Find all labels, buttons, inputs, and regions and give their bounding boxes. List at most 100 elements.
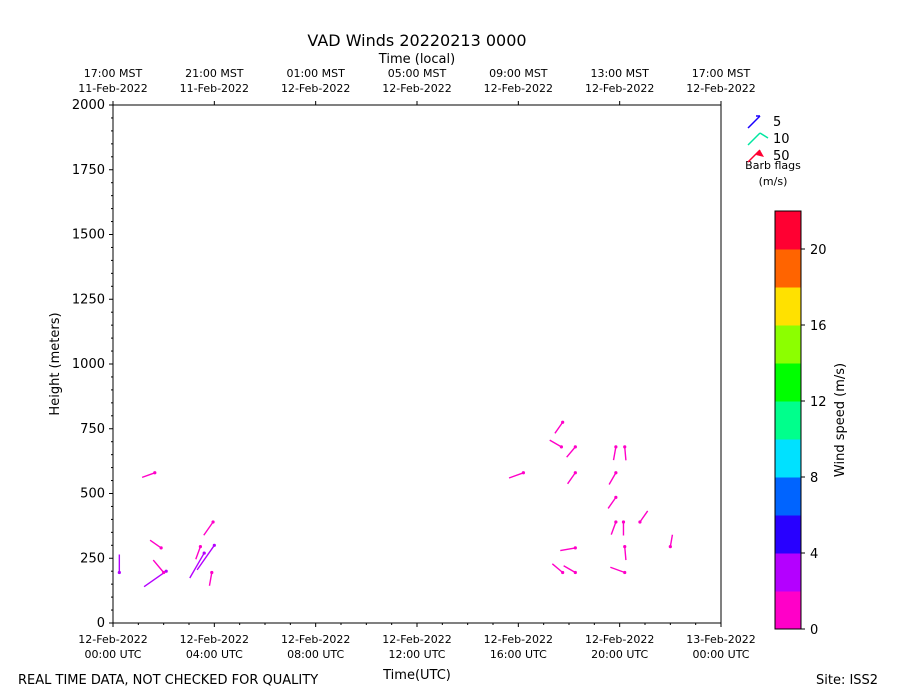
x-tick-label-top: 17:00 MST 12-Feb-2022 bbox=[686, 67, 755, 95]
wind-barb-station bbox=[153, 471, 157, 475]
wind-barb-station bbox=[614, 520, 618, 524]
wind-barb bbox=[149, 539, 163, 550]
wind-barb-station bbox=[573, 445, 577, 449]
wind-barb bbox=[612, 445, 618, 461]
wind-barb-station bbox=[164, 569, 168, 573]
wind-barb bbox=[567, 471, 577, 485]
colorbar-segment bbox=[775, 553, 801, 592]
wind-barb-station bbox=[623, 445, 627, 449]
y-tick-label: 1250 bbox=[72, 292, 105, 307]
x-tick-label-local-date: 12-Feb-2022 bbox=[484, 82, 553, 95]
wind-barb-shaft bbox=[610, 521, 617, 535]
x-tick-label-top: 13:00 MST 12-Feb-2022 bbox=[585, 67, 654, 95]
wind-barb-shaft bbox=[196, 544, 215, 571]
colorbar-tick-label: 8 bbox=[810, 471, 818, 486]
x-tick-label-bottom: 12-Feb-2022 08:00 UTC bbox=[281, 633, 350, 661]
wind-barb-station bbox=[621, 520, 626, 524]
legend-barb-flag bbox=[756, 150, 764, 157]
wind-barb-station bbox=[521, 471, 526, 475]
wind-barb-station bbox=[614, 471, 618, 475]
x-tick-label-local-date: 11-Feb-2022 bbox=[180, 82, 249, 95]
wind-barb-station bbox=[573, 570, 577, 575]
wind-barb-shaft bbox=[612, 446, 617, 461]
x-tick-label-time: 16:00 UTC bbox=[490, 648, 547, 661]
wind-barb-shaft bbox=[208, 572, 213, 586]
colorbar-tick-label: 4 bbox=[810, 547, 818, 562]
x-tick-label-local-time: 05:00 MST bbox=[388, 67, 447, 80]
wind-barb-station bbox=[623, 570, 627, 575]
wind-barb bbox=[196, 543, 216, 571]
wind-barb bbox=[203, 520, 215, 536]
wind-barb-station bbox=[559, 445, 564, 449]
colorbar-segment bbox=[775, 249, 801, 288]
wind-barb-station bbox=[573, 471, 577, 475]
wind-barb bbox=[621, 520, 626, 536]
wind-barb-shaft bbox=[143, 570, 167, 588]
x-tick-label-local-time: 13:00 MST bbox=[590, 67, 649, 80]
wind-barb-shaft bbox=[624, 446, 627, 461]
wind-barb bbox=[551, 563, 565, 575]
x-tick-label-bottom: 13-Feb-2022 00:00 UTC bbox=[686, 633, 755, 661]
wind-barb bbox=[143, 569, 168, 588]
x-tick-label-time: 12:00 UTC bbox=[388, 648, 445, 661]
x-tick-label-local-time: 09:00 MST bbox=[489, 67, 548, 80]
wind-barb bbox=[560, 546, 577, 552]
legend-label: 10 bbox=[773, 132, 790, 147]
wind-barb-shaft bbox=[149, 539, 162, 549]
x-tick-label-date: 12-Feb-2022 bbox=[78, 633, 147, 646]
wind-barb-station bbox=[614, 445, 618, 449]
wind-barb-station bbox=[159, 546, 163, 550]
wind-barb-station bbox=[210, 570, 214, 575]
colorbar-segment bbox=[775, 477, 801, 516]
colorbar-label: Wind speed (m/s) bbox=[833, 363, 848, 477]
wind-barb-shaft bbox=[195, 546, 202, 560]
wind-barb-shaft bbox=[563, 565, 576, 574]
wind-barb-station bbox=[668, 544, 672, 549]
wind-barb-station bbox=[202, 551, 206, 555]
wind-barb bbox=[152, 559, 166, 575]
x-tick-label-date: 12-Feb-2022 bbox=[585, 633, 654, 646]
colorbar-segment bbox=[775, 287, 801, 326]
wind-barb bbox=[610, 566, 627, 575]
x-tick-label-local-date: 11-Feb-2022 bbox=[78, 82, 147, 95]
x-tick-label-date: 13-Feb-2022 bbox=[686, 633, 755, 646]
colorbar-segment bbox=[775, 439, 801, 478]
legend-item: 10 bbox=[747, 132, 790, 147]
wind-barb-station bbox=[198, 544, 202, 549]
legend-barb-icon bbox=[747, 132, 761, 146]
legend-barb-tick bbox=[759, 132, 769, 139]
colorbar-segment bbox=[775, 401, 801, 440]
plot-area bbox=[112, 104, 722, 624]
x-tick-label-top: 17:00 MST 11-Feb-2022 bbox=[78, 67, 147, 95]
wind-barb-shaft bbox=[567, 472, 576, 485]
colorbar-tick-label: 16 bbox=[810, 319, 827, 334]
y-tick-label: 1500 bbox=[72, 228, 105, 243]
y-tick-label: 2000 bbox=[72, 98, 105, 113]
y-tick-label: 1750 bbox=[72, 163, 105, 178]
wind-barb-shaft bbox=[508, 472, 524, 479]
wind-barb-shaft bbox=[152, 559, 165, 573]
legend-item: 50 bbox=[747, 149, 790, 164]
y-tick-label: 250 bbox=[80, 551, 105, 566]
site-label: Site: ISS2 bbox=[816, 673, 879, 688]
wind-barb-shaft bbox=[608, 472, 617, 485]
wind-barb bbox=[607, 495, 618, 509]
wind-barb-station bbox=[117, 570, 121, 575]
y-tick-label: 0 bbox=[97, 616, 105, 631]
colorbar-segment bbox=[775, 325, 801, 364]
x-tick-label-time: 00:00 UTC bbox=[692, 648, 749, 661]
wind-barb bbox=[554, 420, 565, 434]
wind-barb-station bbox=[573, 546, 577, 550]
x-tick-label-date: 12-Feb-2022 bbox=[484, 633, 553, 646]
x-tick-label-time: 20:00 UTC bbox=[591, 648, 648, 661]
wind-barb bbox=[141, 471, 157, 479]
x-tick-label-bottom: 12-Feb-2022 00:00 UTC bbox=[78, 633, 147, 661]
x-tick-label-time: 00:00 UTC bbox=[84, 648, 141, 661]
wind-barb-shaft bbox=[554, 421, 564, 434]
y-tick-label: 500 bbox=[80, 487, 105, 502]
x-tick-label-top: 21:00 MST 11-Feb-2022 bbox=[180, 67, 249, 95]
x-tick-label-local-date: 12-Feb-2022 bbox=[281, 82, 350, 95]
colorbar-tick-label: 0 bbox=[810, 623, 818, 638]
wind-barb bbox=[668, 534, 674, 549]
